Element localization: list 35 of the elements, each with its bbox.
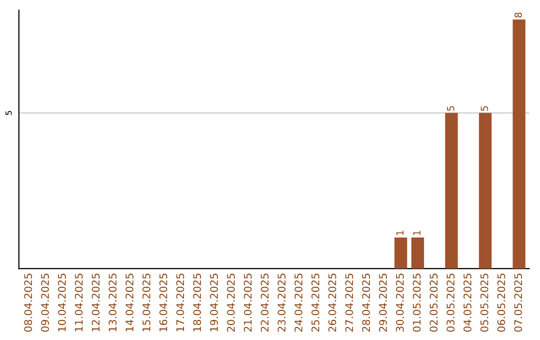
x-tick-label: 25.04.2025 <box>311 274 320 332</box>
x-tick-label: 02.05.2025 <box>430 274 438 332</box>
x-tick-label: 07.05.2025 <box>514 274 522 332</box>
x-tick-label: 06.05.2025 <box>497 274 506 332</box>
x-tick-label: 30.04.2025 <box>396 274 404 332</box>
x-tick-label: 24.04.2025 <box>294 274 302 332</box>
x-tick-label: 22.04.2025 <box>260 274 269 332</box>
data-label: 8 <box>514 12 522 18</box>
data-label: 1 <box>396 230 404 236</box>
x-tick-label: 21.04.2025 <box>244 274 252 332</box>
x-tick-label: 09.04.2025 <box>41 274 49 332</box>
x-tick-label: 27.04.2025 <box>345 274 354 332</box>
x-tick-label: 08.04.2025 <box>24 274 32 332</box>
x-tick-label: 05.05.2025 <box>480 274 488 332</box>
x-tick-label: 28.04.2025 <box>362 274 370 332</box>
data-label: 1 <box>413 230 420 236</box>
x-tick-label: 20.04.2025 <box>226 274 235 332</box>
x-tick-label: 16.04.2025 <box>159 274 168 332</box>
x-tick-label: 29.04.2025 <box>379 274 387 332</box>
x-tick-label: 23.04.2025 <box>278 274 286 332</box>
x-tick-label: 01.05.2025 <box>412 274 421 332</box>
x-tick-label: 11.04.2025 <box>74 274 83 332</box>
data-label: 5 <box>447 106 454 111</box>
x-tick-label: 10.04.2025 <box>58 274 66 332</box>
x-tick-label: 19.04.2025 <box>210 274 218 332</box>
x-tick-label: 18.04.2025 <box>193 274 202 332</box>
x-tick-label: 14.04.2025 <box>126 274 134 332</box>
x-tick-label: 12.04.2025 <box>92 274 100 332</box>
x-tick-label: 03.05.2025 <box>446 274 454 332</box>
x-tick-label: 13.04.2025 <box>108 274 117 332</box>
data-label: 5 <box>480 106 488 111</box>
x-tick-label: 26.04.2025 <box>328 274 336 332</box>
x-tick-label: 04.05.2025 <box>464 274 472 332</box>
x-tick-label: 15.04.2025 <box>142 274 150 332</box>
x-tick-label: 17.04.2025 <box>176 274 184 332</box>
